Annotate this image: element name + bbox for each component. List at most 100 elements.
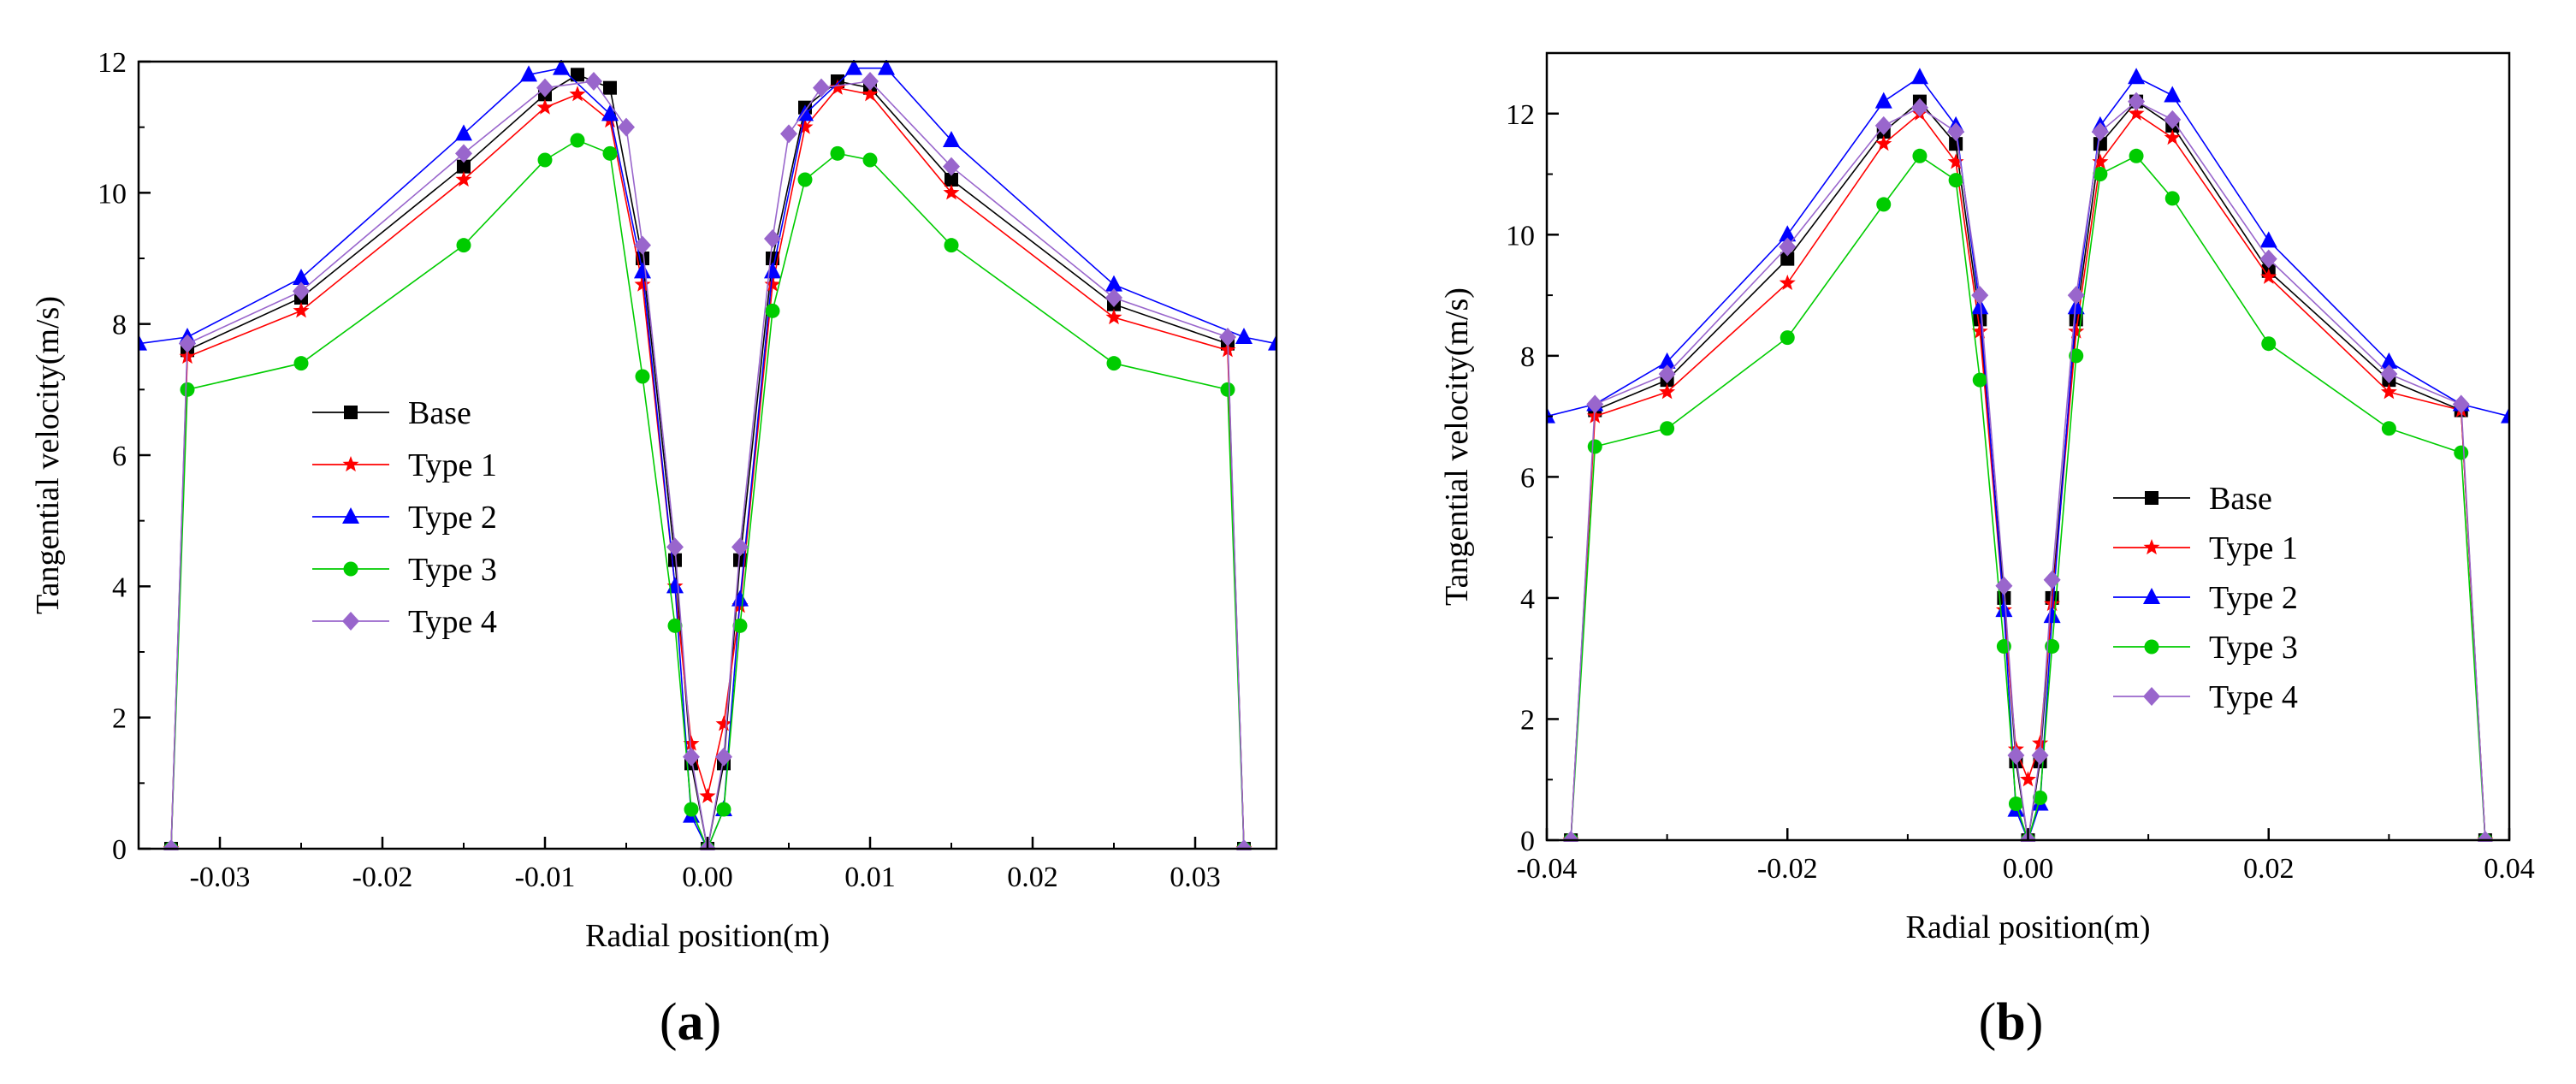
panel-a-point [602,145,618,161]
panel-b-point [2164,86,2182,103]
panel-b-point [2044,595,2061,612]
panel-a-x-tick-label: 0.00 [682,862,733,893]
panel-a-y-tick-label: 10 [98,178,127,210]
panel-a-point [585,72,602,91]
panel-a-point [571,68,584,82]
panel-a-legend-marker [342,612,359,631]
panel-a-point [764,229,781,248]
panel-b-series-type-4 [1562,92,2494,842]
panel-a-point [845,60,862,75]
panel-a-point [764,275,781,292]
panel-b-x-tick-label: 0.02 [2243,853,2295,885]
panel-a-point [1106,356,1122,371]
panel-a-point [1268,334,1276,351]
panel-a-point [537,152,553,168]
panel-a-point [1219,328,1236,347]
panel-a-label-close: ) [704,993,722,1051]
panel-b-point [2128,92,2146,111]
panel-b-point [1971,298,1989,315]
panel-b-point [2380,364,2398,384]
panel-b-point [1910,68,1928,85]
panel-b-legend-marker [2145,491,2159,505]
panel-b-point [1658,364,1676,384]
panel-a-series-type-3 [163,133,1252,850]
panel-a-y-tick-label: 4 [112,572,127,603]
panel-b-x-tick-label: 0.00 [2003,853,2054,885]
panel-b-plot-frame [1545,51,2511,842]
panel-a-point [731,589,749,607]
panel-b-label-close: ) [2026,993,2044,1051]
panel-a-point [1235,328,1252,344]
panel-b-legend-marker [2144,639,2159,655]
panel-b-point [1547,406,1555,424]
panel-b-legend-marker [2143,588,2160,604]
panel-a-point [715,715,732,732]
panel-a-plot-frame [137,60,1278,850]
panel-a-point [293,302,310,318]
panel-b-point [2259,231,2277,248]
panel-a-x-tick-label: -0.02 [352,862,413,893]
panel-a-point [293,356,309,371]
panel-a-legend-marker [342,507,359,524]
panel-b-point [1874,116,1892,135]
panel-a-line-type-2 [139,67,1276,850]
panel-b-point [2043,607,2061,624]
panel-a-y-axis-title: Tangential velocity(m/s) [30,296,66,614]
panel-a-point [553,60,570,75]
panel-a-point [683,747,700,767]
panel-b-line-type-1 [1570,112,2486,841]
panel-a-line-type-3 [170,139,1245,850]
panel-b-point [1910,98,1928,117]
panel-a-point [635,369,650,384]
panel-a-point [684,802,699,817]
panel-a-point [139,334,147,351]
panel-b-point [2164,110,2182,129]
panel-a-point [862,152,878,168]
panel-a-x-axis-title: Radial position(m) [585,918,830,954]
panel-b-point [1948,173,1963,188]
panel-a-point [601,104,619,121]
panel-b-point [2164,129,2181,145]
panel-a-point [293,269,310,285]
panel-a-point [1220,382,1235,397]
panel-a-point [796,118,814,134]
panel-b-legend-label: Type 3 [2209,630,2298,666]
panel-a-point [603,80,617,95]
panel-b-y-tick-label: 8 [1520,341,1535,373]
panel-a-point [944,238,959,253]
panel-b-series-type-1 [1562,104,2494,842]
panel-b-point [2093,167,2108,182]
panel-a-legend-label: Type 4 [408,604,497,640]
panel-b-legend-label: Base [2209,481,2272,517]
panel-b-point [1779,225,1797,242]
panel-b-point [2033,790,2048,805]
panel-b-point [2260,268,2277,284]
panel-a-label: (a) [660,993,721,1051]
panel-a-point [456,238,471,253]
panel-a-x-tick-label: 0.02 [1007,862,1058,893]
panel-a-y-tick-label: 0 [112,834,127,866]
panel-b-x-tick-label: 0.04 [2484,853,2535,885]
panel-b-series-base [1564,94,2492,842]
panel-a-point [943,157,960,176]
panel-a-point [666,537,684,557]
panel-b-x-axis-title: Radial position(m) [1905,909,2150,945]
panel-b-point [1779,237,1797,257]
panel-b-point [2261,336,2277,352]
panel-a: -0.03 -0.02 -0.01 0.00 0.01 0.02 0.03 0 2 4 6 8 10 12… [30,47,1278,1051]
panel-a-point [520,65,537,82]
panel-a-point [457,159,471,174]
panel-a-point [862,72,879,91]
panel-a-legend-marker [343,561,358,577]
panel-a-point [813,78,830,98]
panel-b-point [1586,394,1604,414]
panel-a-x-tick-label: -0.03 [190,862,251,893]
panel-a-point [945,173,958,187]
panel-a-series-type-2 [139,60,1276,850]
panel-b-point [1947,153,1964,169]
panel-b-label-letter: b [1996,993,2025,1051]
panel-a-y-tick-label: 2 [112,703,127,735]
panel-b-point [2452,394,2470,414]
panel-b-series-type-3 [1563,148,2493,842]
